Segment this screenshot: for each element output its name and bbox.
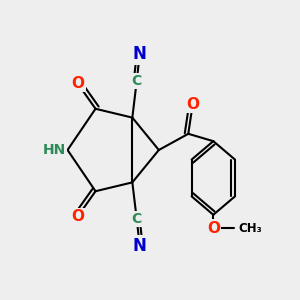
Text: O: O xyxy=(71,76,84,91)
Text: O: O xyxy=(207,220,220,236)
Text: HN: HN xyxy=(43,143,66,157)
Text: CH₃: CH₃ xyxy=(238,221,262,235)
Text: O: O xyxy=(186,97,199,112)
Text: N: N xyxy=(133,45,147,63)
Text: C: C xyxy=(132,212,142,226)
Text: O: O xyxy=(71,209,84,224)
Text: N: N xyxy=(133,237,147,255)
Text: C: C xyxy=(132,74,142,88)
